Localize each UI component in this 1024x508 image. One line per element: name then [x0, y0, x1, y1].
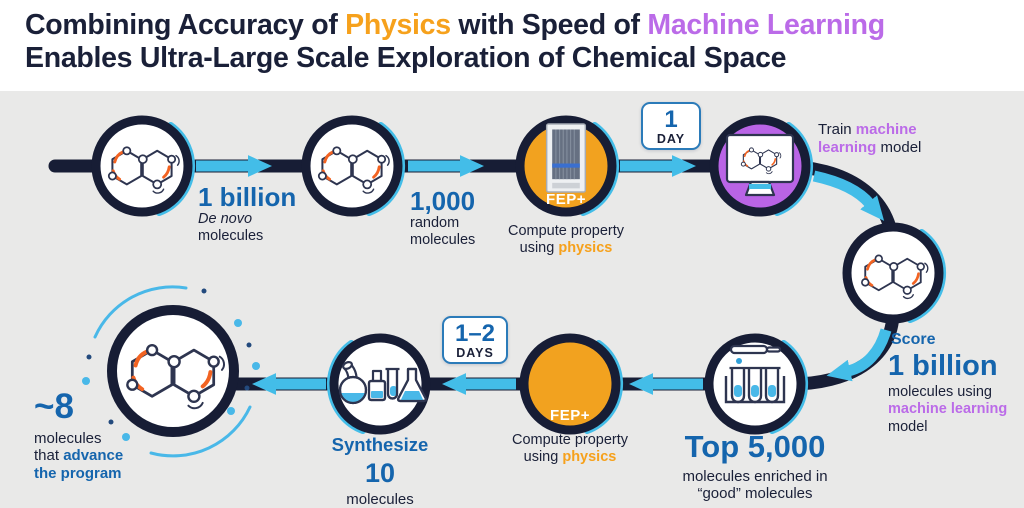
test-tubes-icon: [724, 344, 786, 404]
fep-label-bottom: FEP+: [550, 407, 590, 424]
title-segment-ml: Machine Learning: [647, 9, 885, 41]
caption-physics: physics: [562, 449, 617, 466]
monitor-icon: [725, 133, 795, 197]
caption-physics: physics: [558, 240, 613, 257]
badge-unit: DAYS: [456, 346, 494, 361]
title-line-2: Enables Ultra-Large Scale Exploration of…: [25, 42, 787, 75]
caption-text: molecules using: [888, 384, 992, 401]
caption-text: model: [876, 138, 922, 156]
label-synthesize-10: Synthesize 10 molecules: [312, 434, 448, 508]
caption-text: model: [888, 418, 928, 435]
note-italic: De novo: [198, 211, 253, 228]
label-score-1-billion: Score 1 billion molecules using machine …: [888, 331, 1020, 436]
label-advance-program: ~8 molecules that advance the program: [34, 387, 158, 483]
label-1-billion-denovo: 1 billion De novo molecules: [198, 182, 308, 246]
flow-arrows: [196, 155, 892, 395]
duration-badge-1-day: 1 DAY: [641, 102, 701, 151]
label-compute-physics-top: Compute property using physics: [491, 223, 641, 257]
title-block: Combining Accuracy of Physics with Speed…: [0, 0, 1024, 76]
flow-diagram: FEP+ FEP+ 1 DAY 1–2 DAYS 1 billion De no…: [0, 91, 1024, 508]
badge-value: 1–2: [454, 320, 496, 347]
node-fep-bottom: [519, 333, 621, 435]
flow-canvas: FEP+ FEP+: [48, 115, 947, 458]
caption-text: molecules: [34, 429, 102, 447]
note-text: molecules enriched in “good” molecules: [682, 467, 828, 503]
arrow-curve-down-icon: [812, 170, 885, 221]
caption-program: the program: [34, 465, 122, 483]
amount-text: 10: [364, 457, 396, 488]
label-compute-physics-bottom: Compute property using physics: [495, 432, 645, 466]
badge-unit: DAY: [656, 132, 686, 147]
flasks-icon: [338, 361, 428, 405]
amount-text: 1 billion: [198, 182, 297, 212]
caption-text: Compute property using: [507, 223, 625, 257]
fep-label-top: FEP+: [546, 191, 586, 208]
caption-text: Train: [818, 121, 856, 138]
note-text: molecules: [346, 491, 414, 508]
caption-ml: machine learning: [888, 401, 1008, 418]
label-top-5000: Top 5,000 molecules enriched in “good” m…: [675, 429, 835, 503]
score-heading: Score: [891, 331, 936, 348]
caption-text: Compute property using: [511, 432, 629, 466]
caption-advance: advance: [63, 447, 124, 465]
amount-text: ~8: [34, 387, 74, 426]
title-segment-1: Combining Accuracy of: [25, 9, 346, 41]
badge-value: 1: [664, 106, 678, 133]
amount-text: 1 billion: [888, 349, 998, 382]
synthesize-heading: Synthesize: [331, 434, 429, 455]
decorative-arcs-dots: [82, 285, 260, 458]
amount-text: 1,000: [410, 186, 476, 216]
label-train-ml-model: Train machine learning model: [818, 121, 936, 156]
arrow-curve-left-icon: [826, 328, 892, 382]
label-1000-random: 1,000 random molecules: [410, 186, 490, 250]
caption-ml: machine learning: [818, 121, 917, 156]
page-title: Combining Accuracy of Physics with Speed…: [25, 9, 1024, 76]
note-text: molecules: [198, 228, 264, 245]
amount-text: Top 5,000: [684, 429, 826, 464]
title-segment-physics: Physics: [345, 9, 451, 41]
title-segment-2: with Speed of: [450, 9, 648, 41]
duration-badge-1-2-days: 1–2 DAYS: [442, 316, 508, 365]
caption-text: that: [34, 447, 64, 465]
note-text: random molecules: [410, 215, 476, 249]
